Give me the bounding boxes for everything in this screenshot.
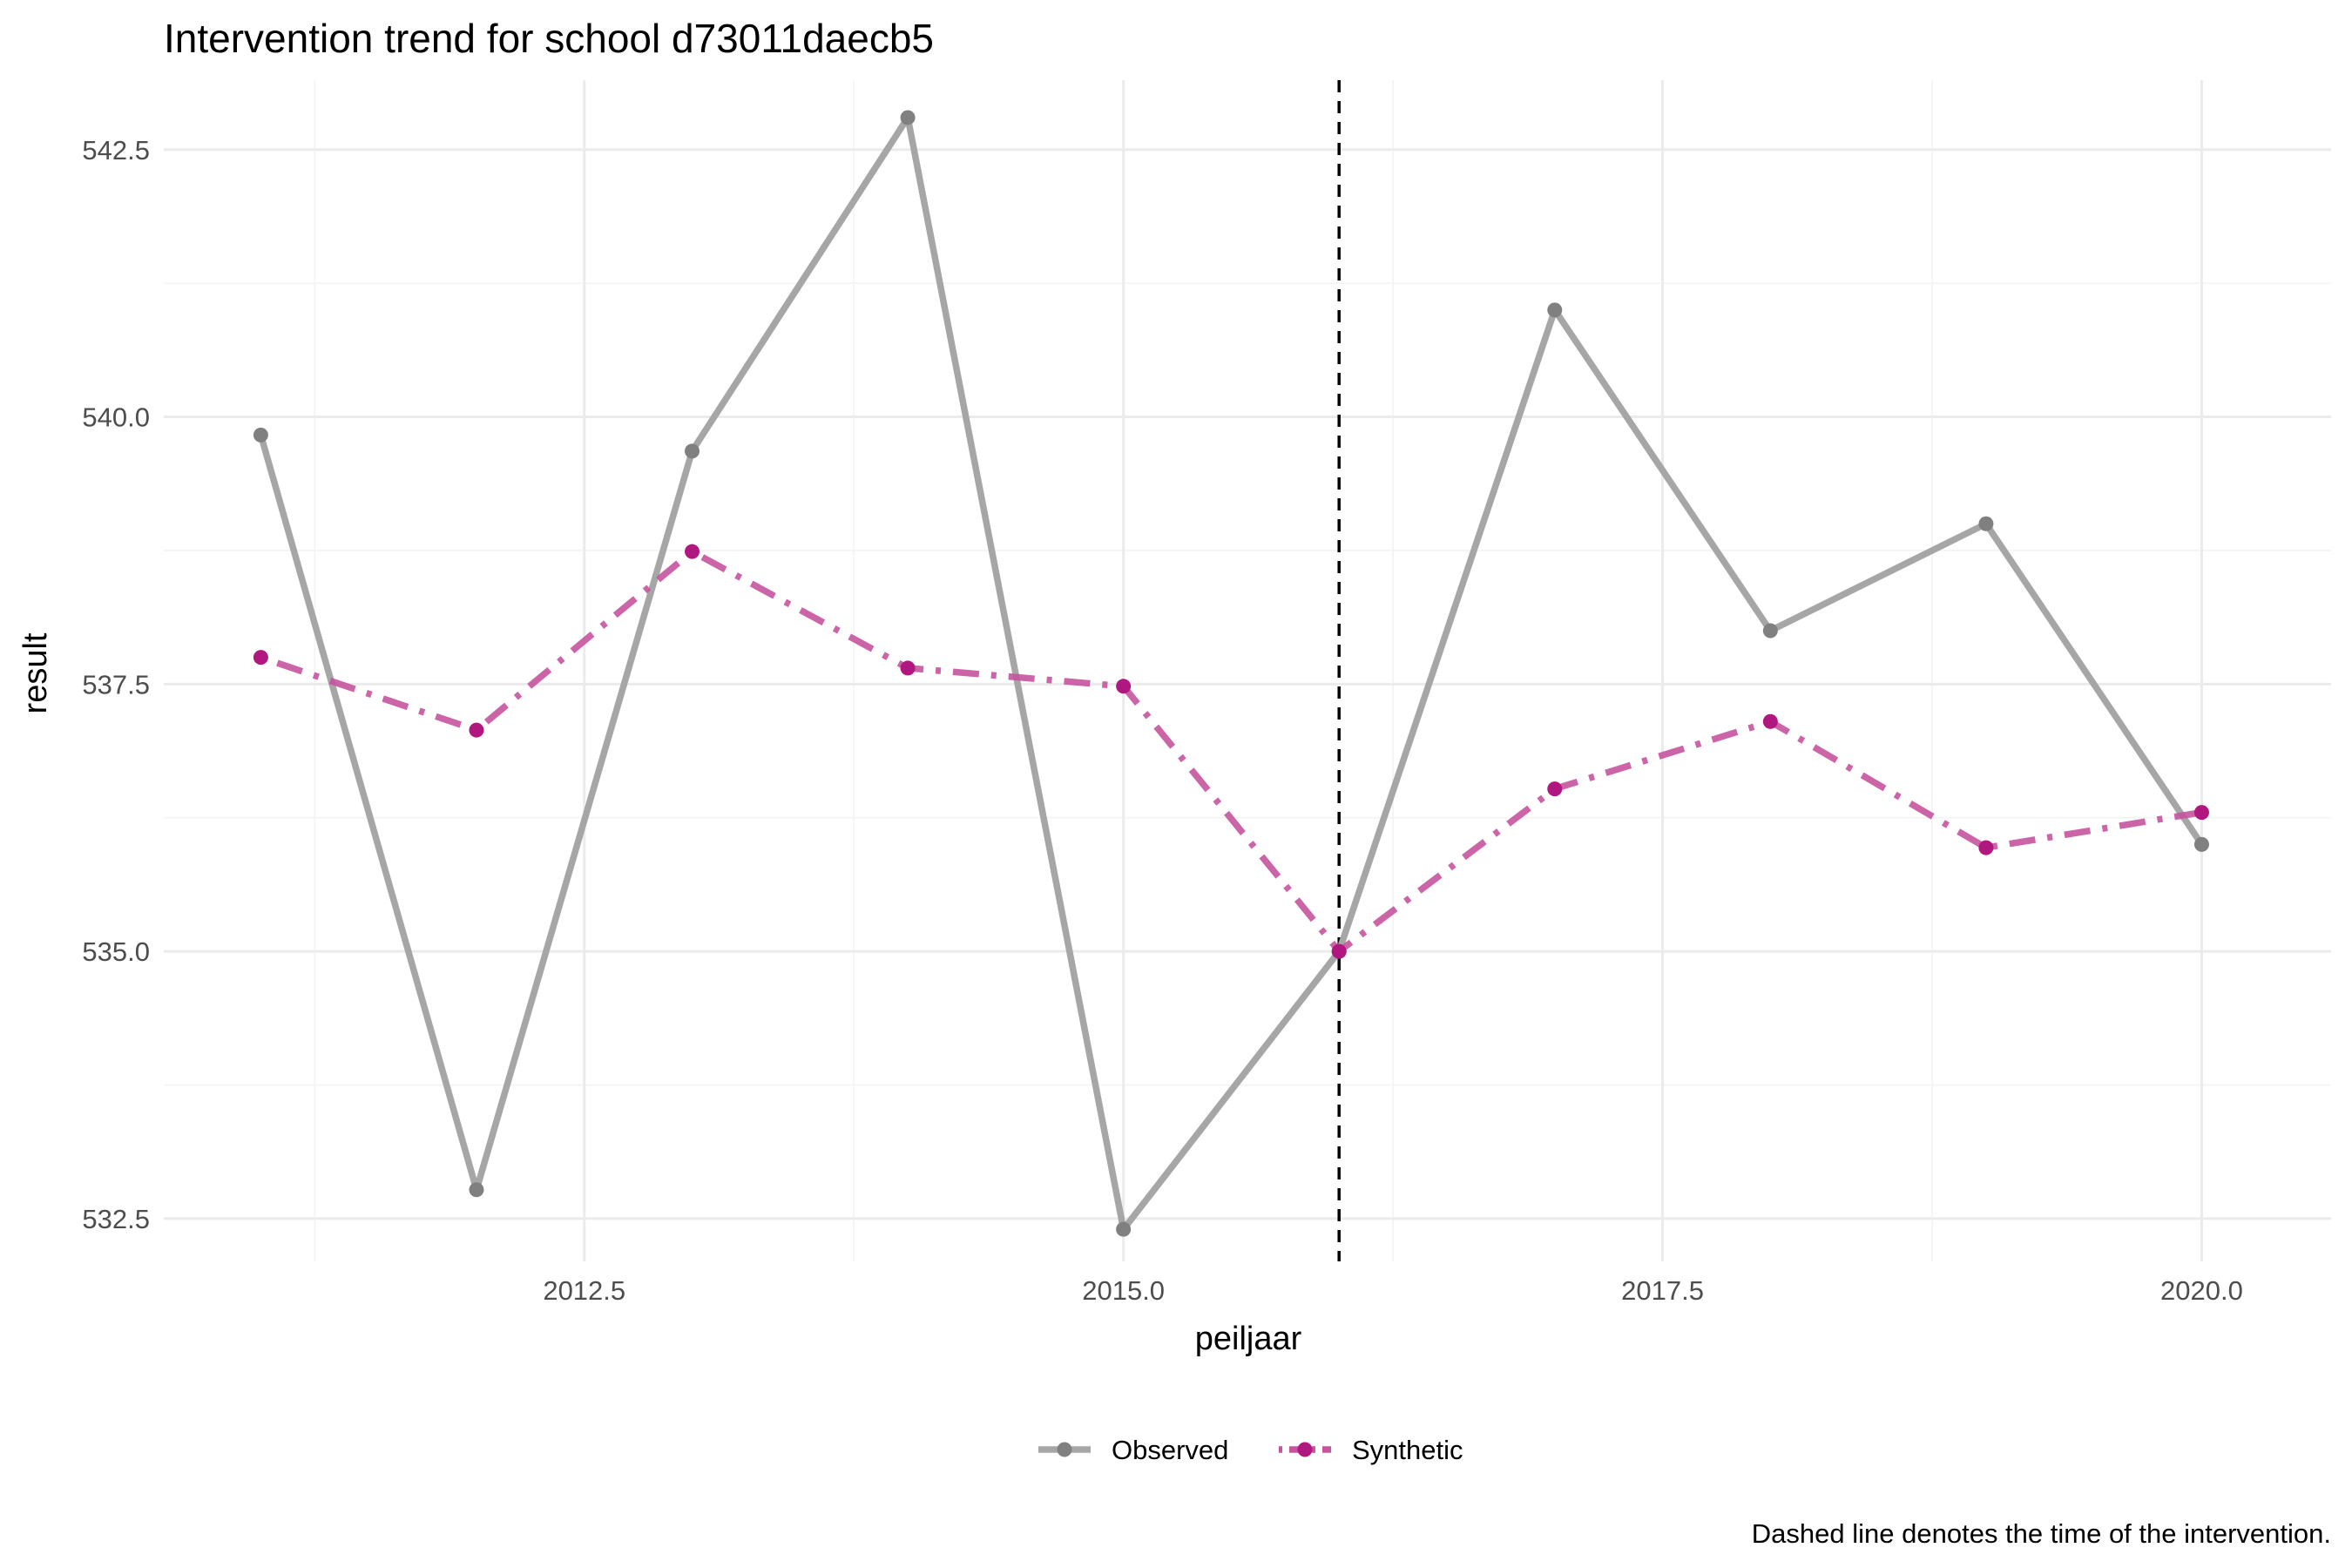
series-synthetic xyxy=(253,544,2209,959)
data-point-observed xyxy=(1116,1221,1132,1237)
data-point-synthetic xyxy=(1547,781,1563,797)
data-point-observed xyxy=(253,427,268,443)
y-tick-label: 532.5 xyxy=(82,1204,150,1234)
series-line-observed xyxy=(257,114,2205,1233)
legend-key-point xyxy=(1297,1442,1313,1457)
data-point-synthetic xyxy=(900,660,916,676)
x-tick-label: 2012.5 xyxy=(543,1275,625,1306)
series-layer xyxy=(253,110,2209,1237)
data-point-observed xyxy=(685,443,700,459)
x-tick-label: 2015.0 xyxy=(1082,1275,1165,1306)
x-axis-ticks: 2012.5 2015.0 2017.5 2020.0 xyxy=(543,1275,2243,1306)
data-point-observed xyxy=(2193,836,2209,852)
legend-label: Observed xyxy=(1112,1435,1228,1465)
data-point-synthetic xyxy=(253,650,268,666)
data-point-observed xyxy=(1978,516,1994,531)
x-tick-label: 2017.5 xyxy=(1621,1275,1704,1306)
x-tick-label: 2020.0 xyxy=(2160,1275,2243,1306)
grid xyxy=(164,80,2331,1261)
data-point-synthetic xyxy=(1331,943,1347,959)
y-tick-label: 540.0 xyxy=(82,402,150,433)
legend-label: Synthetic xyxy=(1352,1435,1463,1465)
data-point-synthetic xyxy=(1116,679,1132,694)
data-point-observed xyxy=(469,1182,484,1198)
data-point-synthetic xyxy=(2193,805,2209,821)
legend-item-synthetic: Synthetic xyxy=(1279,1435,1463,1465)
data-point-observed xyxy=(1762,623,1778,639)
x-axis-title: peiljaar xyxy=(1195,1321,1302,1357)
y-tick-label: 535.0 xyxy=(82,936,150,967)
legend-key-point xyxy=(1057,1442,1072,1457)
chart-title: Intervention trend for school d73011daec… xyxy=(164,16,934,61)
data-point-synthetic xyxy=(1978,840,1994,855)
series-line-synthetic xyxy=(260,548,2203,955)
chart-caption: Dashed line denotes the time of the inte… xyxy=(1752,1518,2331,1549)
legend-item-observed: Observed xyxy=(1038,1435,1228,1465)
y-tick-label: 537.5 xyxy=(82,669,150,700)
legend: Observed Synthetic xyxy=(1038,1435,1463,1465)
data-point-observed xyxy=(900,110,916,125)
y-axis-ticks: 532.5 535.0 537.5 540.0 542.5 xyxy=(82,135,150,1234)
y-tick-label: 542.5 xyxy=(82,135,150,166)
data-point-synthetic xyxy=(469,722,484,738)
data-point-synthetic xyxy=(1762,713,1778,729)
y-axis-title: result xyxy=(17,632,54,713)
data-point-observed xyxy=(1547,302,1563,318)
data-point-synthetic xyxy=(685,544,700,559)
